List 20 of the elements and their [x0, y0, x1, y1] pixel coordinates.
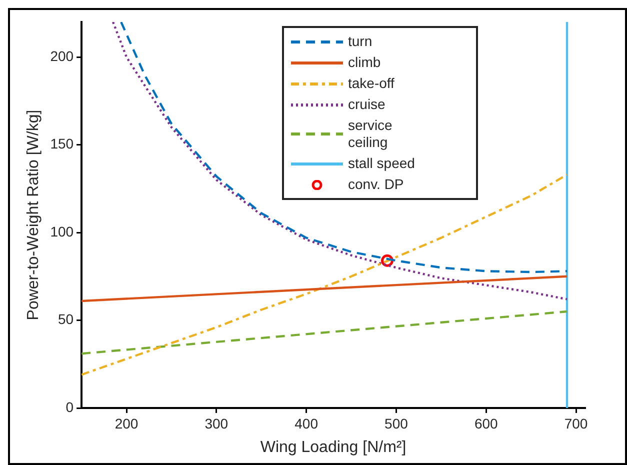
legend-label: stall speed: [348, 155, 416, 172]
y-tick-label: 200: [50, 48, 74, 64]
legend-label: cruise: [348, 96, 386, 113]
x-tick-label: 500: [384, 415, 408, 432]
y-tick-label: 150: [50, 136, 74, 152]
x-tick-label: 200: [114, 415, 138, 432]
y-tick-label: 100: [50, 223, 74, 240]
legend-label: turn: [348, 33, 374, 50]
x-tick-label: 600: [474, 415, 498, 432]
legend-label: climb: [348, 54, 382, 71]
x-axis-title: Wing Loading [N/m²]: [260, 438, 406, 456]
legend-label: conv. DP: [348, 176, 405, 193]
x-tick-label: 700: [564, 415, 588, 432]
y-tick-label: 50: [58, 311, 74, 328]
y-axis-title: Power-to-Weight Ratio [W/kg]: [25, 110, 42, 320]
legend-label: take-off: [348, 75, 396, 92]
x-tick-label: 300: [204, 415, 228, 432]
x-tick-label: 400: [294, 415, 318, 432]
y-tick-label: 0: [66, 398, 74, 415]
line-series: [82, 174, 568, 376]
